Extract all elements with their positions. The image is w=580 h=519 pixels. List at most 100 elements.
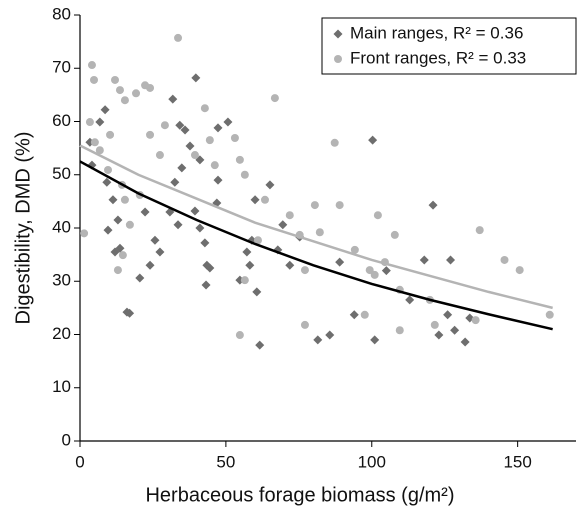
data-point xyxy=(430,320,439,329)
data-point xyxy=(111,75,120,84)
x-tick-label: 50 xyxy=(216,452,235,471)
data-point xyxy=(170,177,180,187)
data-point xyxy=(365,266,374,275)
data-point xyxy=(190,151,199,160)
data-point xyxy=(200,104,209,113)
trend-line xyxy=(79,160,553,331)
data-point xyxy=(223,117,233,127)
data-point xyxy=(255,340,265,350)
data-point xyxy=(185,141,195,151)
data-point xyxy=(285,211,294,220)
data-point xyxy=(285,260,295,270)
data-point xyxy=(242,247,252,257)
data-point xyxy=(190,206,200,216)
data-point xyxy=(108,195,118,205)
y-tick-label: 10 xyxy=(52,377,71,396)
data-point xyxy=(173,220,183,230)
data-point xyxy=(140,207,150,217)
data-point xyxy=(104,165,113,174)
data-point xyxy=(125,220,134,229)
x-tick-label: 150 xyxy=(503,452,531,471)
data-point xyxy=(213,123,223,133)
data-point xyxy=(390,230,399,239)
x-tick-label: 100 xyxy=(358,452,386,471)
data-point xyxy=(300,320,309,329)
data-point xyxy=(191,73,201,83)
data-point xyxy=(443,310,453,320)
y-tick-label: 30 xyxy=(52,271,71,290)
y-tick-label: 60 xyxy=(52,111,71,130)
data-point xyxy=(335,257,345,267)
data-point xyxy=(395,326,404,335)
legend-marker xyxy=(334,55,342,63)
data-point xyxy=(349,310,359,320)
data-point xyxy=(235,155,244,164)
data-point xyxy=(145,260,155,270)
data-point xyxy=(245,260,255,270)
data-point xyxy=(90,75,99,84)
data-point xyxy=(210,161,219,170)
data-point xyxy=(135,273,145,283)
y-tick-label: 50 xyxy=(52,164,71,183)
data-point xyxy=(155,247,165,257)
data-point xyxy=(205,136,214,145)
data-point xyxy=(370,335,380,345)
data-point xyxy=(300,266,309,275)
data-point xyxy=(175,120,185,130)
data-point xyxy=(106,130,115,139)
data-point xyxy=(250,195,260,205)
data-point xyxy=(200,238,210,248)
legend-label: Front ranges, R² = 0.33 xyxy=(350,48,526,67)
y-tick-label: 20 xyxy=(52,324,71,343)
data-point xyxy=(545,310,554,319)
data-point xyxy=(100,105,110,115)
data-point xyxy=(450,325,460,335)
data-point xyxy=(265,180,275,190)
data-point xyxy=(270,94,279,103)
data-point xyxy=(278,220,288,230)
y-tick-label: 70 xyxy=(52,58,71,77)
data-point xyxy=(252,287,262,297)
data-point xyxy=(103,225,113,235)
data-point xyxy=(434,330,444,340)
data-point xyxy=(180,125,190,135)
data-point xyxy=(110,247,120,257)
data-point xyxy=(120,96,129,105)
data-point xyxy=(515,266,524,275)
data-point xyxy=(120,195,129,204)
x-axis-label: Herbaceous forage biomass (g/m²) xyxy=(145,484,454,506)
trend-line xyxy=(79,144,553,310)
data-point xyxy=(95,146,104,155)
data-point xyxy=(381,266,391,276)
data-point xyxy=(260,195,269,204)
data-point xyxy=(350,245,359,254)
data-point xyxy=(405,295,415,305)
data-point xyxy=(471,316,480,325)
data-point xyxy=(315,228,324,237)
data-point xyxy=(160,121,169,130)
data-point xyxy=(335,201,344,210)
data-point xyxy=(125,308,135,318)
data-point xyxy=(360,310,369,319)
x-tick-label: 0 xyxy=(75,452,84,471)
data-point xyxy=(85,118,94,127)
data-point xyxy=(195,223,205,233)
data-point xyxy=(115,86,124,95)
data-point xyxy=(146,83,155,92)
data-point xyxy=(500,255,509,264)
data-point xyxy=(460,337,470,347)
data-point xyxy=(132,89,141,98)
data-point xyxy=(87,61,96,70)
data-point xyxy=(330,138,339,147)
data-point xyxy=(253,236,262,245)
data-point xyxy=(310,201,319,210)
data-point xyxy=(90,138,99,147)
y-tick-label: 40 xyxy=(52,217,71,236)
legend-label: Main ranges, R² = 0.36 xyxy=(350,23,523,42)
data-point xyxy=(102,177,112,187)
data-point xyxy=(230,134,239,143)
data-point xyxy=(202,260,212,270)
data-point xyxy=(370,270,379,279)
data-point xyxy=(201,280,211,290)
